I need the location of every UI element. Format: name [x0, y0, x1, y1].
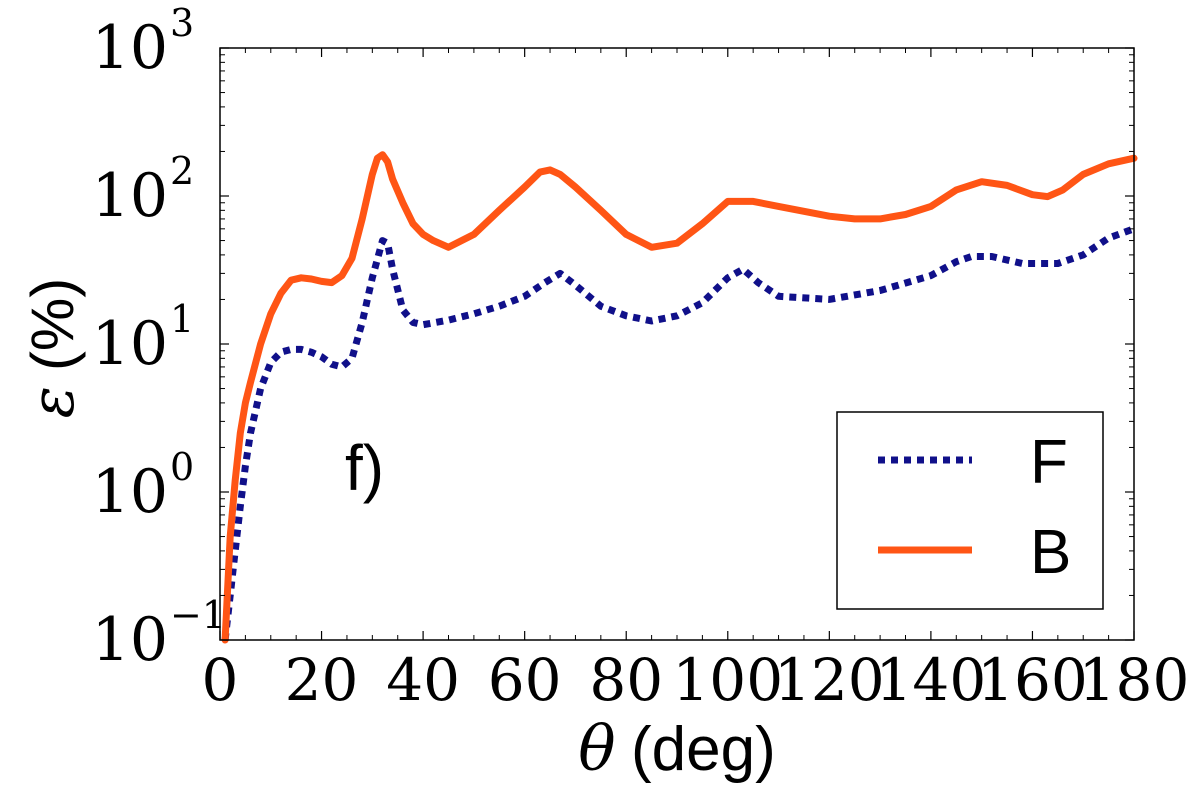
legend-box — [836, 411, 1104, 610]
x-tick-label: 20 — [285, 646, 359, 714]
y-tick-exponent: 1 — [170, 297, 194, 341]
y-axis-label: ε (%) — [18, 278, 88, 419]
x-axis-label: θ (deg) — [578, 712, 776, 785]
y-tick-exponent: 0 — [170, 445, 194, 489]
y-tick-exponent: 2 — [170, 149, 194, 193]
x-tick-label: 160 — [977, 646, 1088, 714]
legend: F B — [836, 411, 1104, 610]
y-axis-label-unit: (%) — [19, 278, 86, 371]
panel-label: f) — [345, 432, 384, 504]
series-line-b — [221, 151, 1138, 644]
series-line-f — [221, 225, 1136, 641]
y-tick-label: 10 — [92, 457, 168, 527]
x-tick-label: 120 — [774, 646, 885, 714]
y-tick-label: 10 — [92, 161, 168, 231]
x-tick-label: 40 — [386, 646, 460, 714]
legend-label-f: F — [1030, 428, 1068, 497]
y-tick-exponent: 3 — [170, 1, 194, 45]
x-tick-label: 100 — [672, 646, 783, 714]
y-axis-label-symbol: ε — [18, 386, 88, 418]
x-tick-label: 60 — [488, 646, 562, 714]
y-tick-exponent: −1 — [170, 593, 226, 637]
x-tick-label: 0 — [202, 646, 239, 714]
x-tick-label: 140 — [876, 646, 987, 714]
series-layer — [221, 151, 1138, 644]
x-axis-label-symbol: θ — [578, 712, 615, 785]
legend-label-b: B — [1030, 518, 1071, 587]
x-axis-label-unit: (deg) — [631, 715, 776, 784]
y-tick-label: 10 — [92, 13, 168, 83]
plot-frame — [219, 47, 1135, 641]
y-tick-label: 10 — [92, 605, 168, 675]
y-tick-label: 10 — [92, 309, 168, 379]
x-tick-label: 80 — [589, 646, 663, 714]
x-tick-label: 180 — [1079, 646, 1190, 714]
